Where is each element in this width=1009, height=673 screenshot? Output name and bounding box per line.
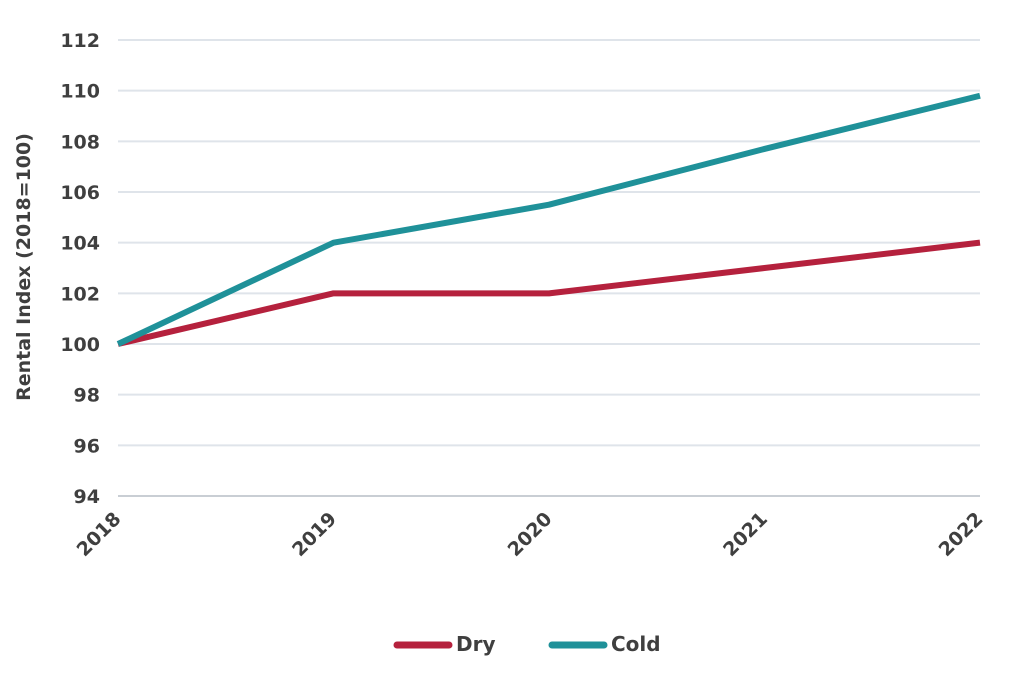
series-lines	[116, 92, 981, 347]
y-axis-ticks: 94 96 98 100 102 104 106 108 110 112	[60, 30, 100, 508]
y-tick-label: 112	[60, 30, 100, 52]
y-tick-label: 94	[74, 486, 100, 508]
x-tick-label: 2021	[719, 508, 772, 561]
y-tick-label: 108	[60, 131, 100, 153]
series-line-cold	[116, 92, 981, 347]
legend-item-dry: Dry	[393, 632, 496, 656]
x-tick-label: 2022	[935, 508, 988, 561]
legend-item-cold: Cold	[548, 632, 661, 656]
x-tick-label: 2019	[288, 508, 341, 561]
x-axis-ticks: 2018 2019 2020 2021 2022	[73, 508, 988, 561]
y-axis-title: Rental Index (2018=100)	[13, 133, 35, 401]
series-line-dry	[117, 239, 981, 347]
y-tick-label: 100	[60, 334, 100, 356]
legend: Dry Cold	[393, 632, 661, 656]
legend-label: Cold	[611, 632, 661, 656]
gridlines	[118, 39, 980, 497]
y-tick-label: 110	[60, 81, 100, 103]
y-tick-label: 102	[60, 283, 100, 305]
y-tick-label: 98	[74, 385, 100, 407]
y-tick-label: 104	[60, 233, 100, 255]
x-tick-label: 2018	[73, 508, 126, 561]
y-tick-label: 106	[60, 182, 100, 204]
x-tick-label: 2020	[504, 508, 557, 561]
y-tick-label: 96	[74, 435, 100, 457]
legend-label: Dry	[456, 632, 496, 656]
